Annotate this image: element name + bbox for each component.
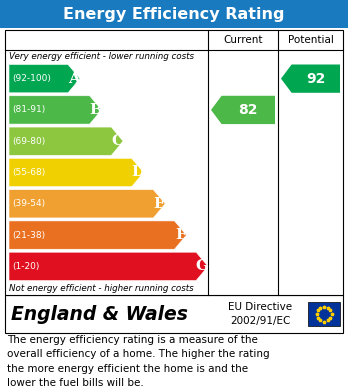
- Text: (21-38): (21-38): [12, 231, 45, 240]
- Text: The energy efficiency rating is a measure of the
overall efficiency of a home. T: The energy efficiency rating is a measur…: [7, 335, 270, 388]
- Polygon shape: [9, 96, 102, 124]
- Polygon shape: [9, 252, 208, 280]
- Text: C: C: [111, 134, 123, 148]
- Text: (55-68): (55-68): [12, 168, 45, 177]
- Text: (81-91): (81-91): [12, 106, 45, 115]
- Text: Potential: Potential: [287, 35, 333, 45]
- Polygon shape: [9, 190, 165, 218]
- Text: B: B: [89, 103, 102, 117]
- Text: Very energy efficient - lower running costs: Very energy efficient - lower running co…: [9, 52, 194, 61]
- Text: E: E: [153, 197, 165, 211]
- Text: Not energy efficient - higher running costs: Not energy efficient - higher running co…: [9, 284, 193, 293]
- Polygon shape: [9, 158, 144, 187]
- Text: England & Wales: England & Wales: [11, 305, 188, 323]
- Polygon shape: [9, 221, 187, 249]
- Text: (69-80): (69-80): [12, 137, 45, 146]
- Polygon shape: [9, 127, 123, 155]
- Text: Energy Efficiency Rating: Energy Efficiency Rating: [63, 7, 285, 22]
- Text: (39-54): (39-54): [12, 199, 45, 208]
- Polygon shape: [9, 65, 80, 93]
- Bar: [5, 30, 343, 295]
- Text: D: D: [131, 165, 144, 179]
- Text: A: A: [68, 72, 80, 86]
- Text: (1-20): (1-20): [12, 262, 39, 271]
- Text: G: G: [196, 259, 208, 273]
- Text: 82: 82: [238, 103, 258, 117]
- Text: F: F: [175, 228, 186, 242]
- Text: 92: 92: [306, 72, 325, 86]
- Bar: [5, 295, 343, 333]
- Bar: [0, 0, 348, 28]
- Text: EU Directive
2002/91/EC: EU Directive 2002/91/EC: [228, 302, 293, 326]
- Text: (92-100): (92-100): [12, 74, 51, 83]
- Polygon shape: [211, 96, 275, 124]
- Polygon shape: [281, 65, 340, 93]
- Bar: [308, 302, 340, 326]
- Text: Current: Current: [223, 35, 263, 45]
